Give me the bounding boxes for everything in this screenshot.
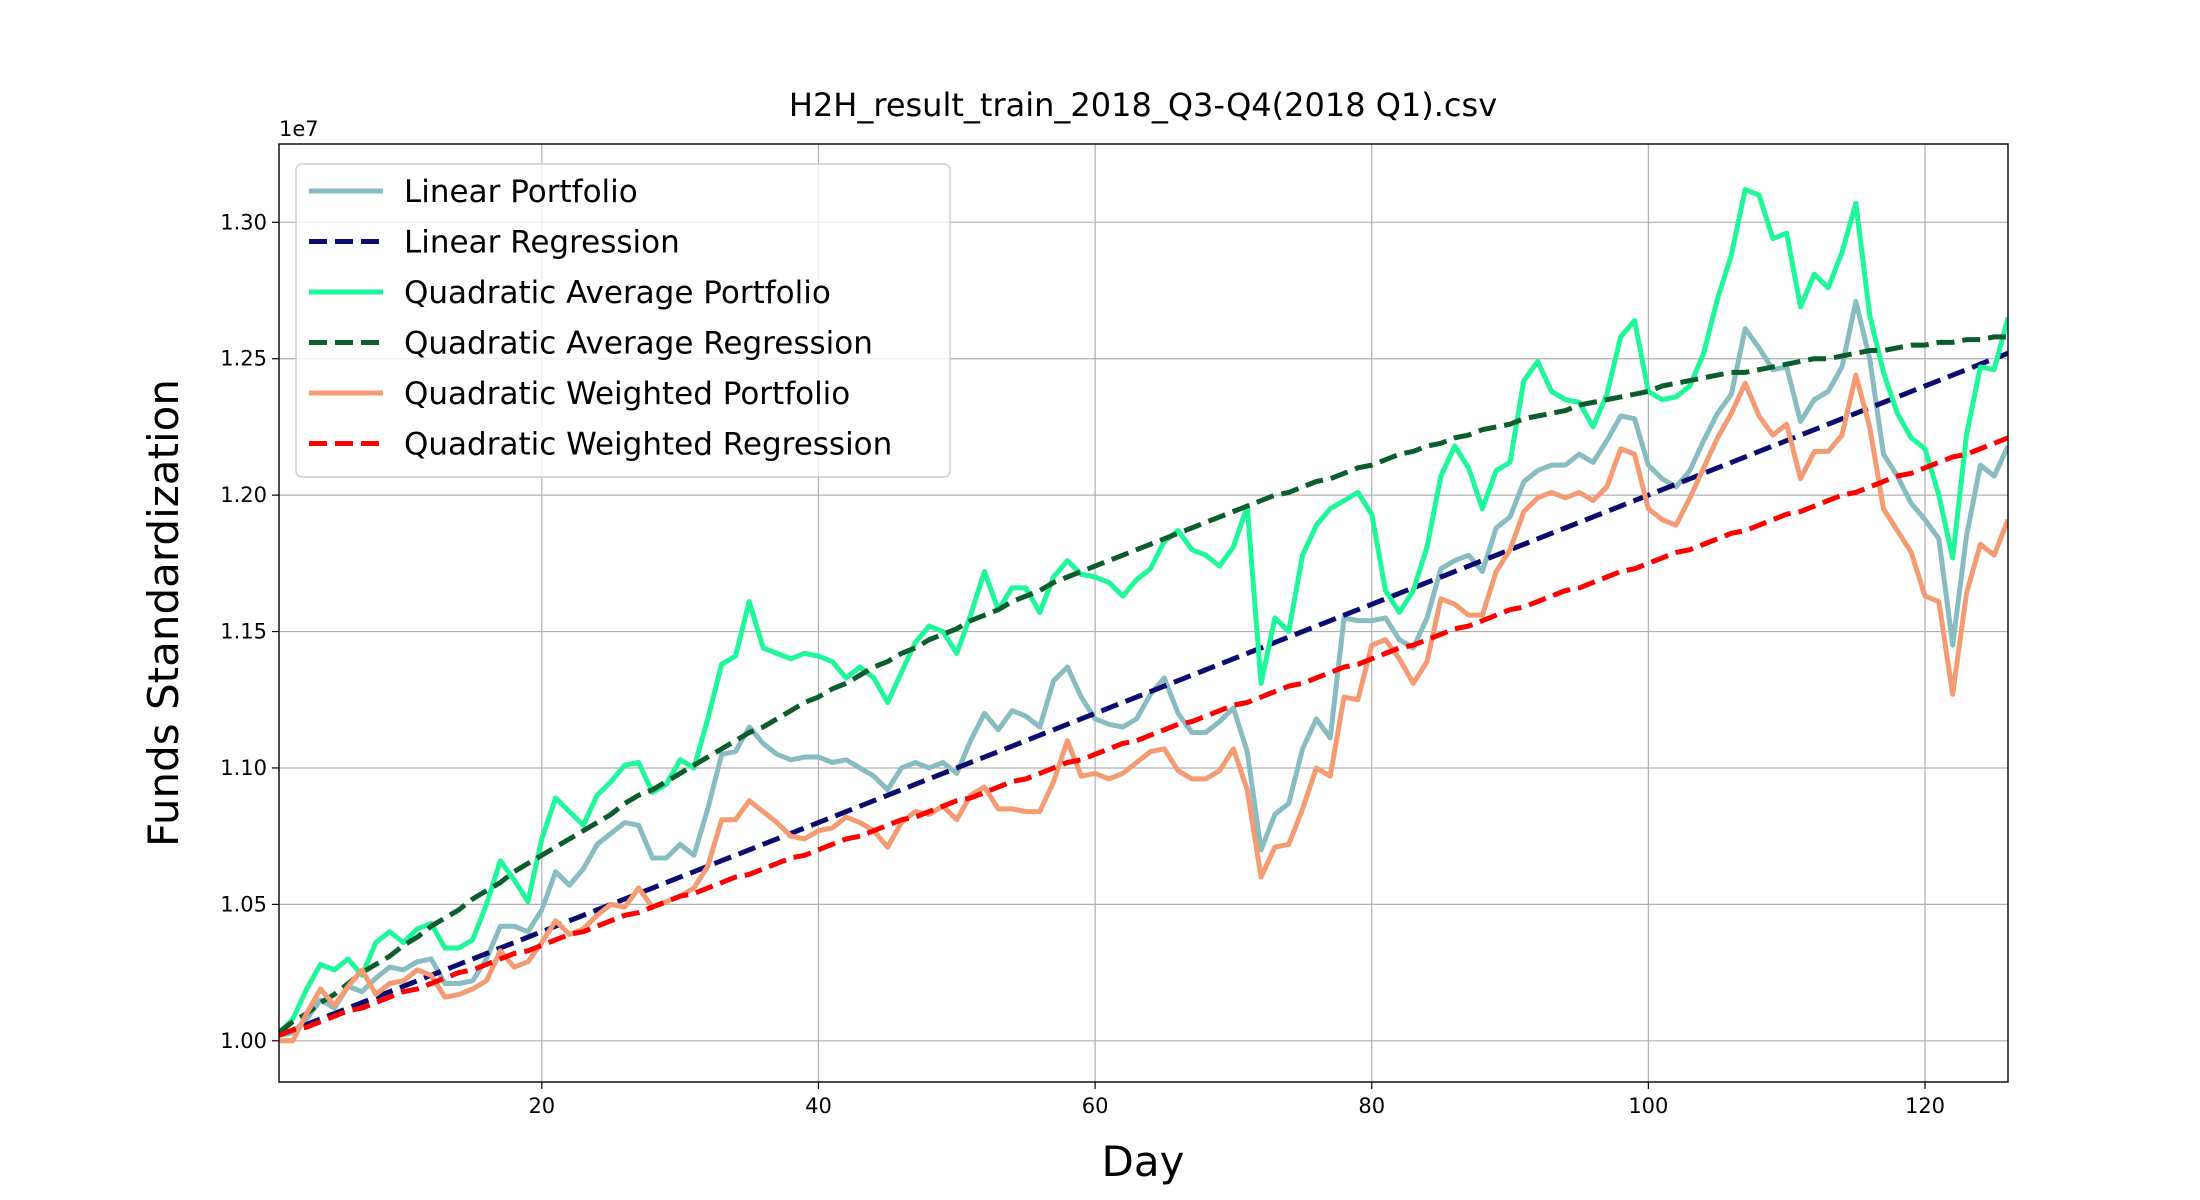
legend: Linear Portfolio Linear Regression Quadrat… (295, 163, 951, 478)
grid (279, 144, 2008, 1082)
x-tick-label: 20 (528, 1094, 555, 1118)
x-tick-label: 120 (1905, 1094, 1945, 1118)
legend-label: Linear Regression (404, 225, 680, 261)
legend-box (295, 163, 951, 478)
legend-label: Quadratic Weighted Portfolio (404, 376, 850, 412)
x-tick-label: 40 (805, 1094, 832, 1118)
x-axis-label: Day (1102, 1137, 1185, 1186)
y-tick-label: 1.00 (220, 1029, 267, 1053)
legend-label: Quadratic Average Regression (404, 326, 873, 362)
legend-label: Quadratic Weighted Regression (404, 427, 892, 463)
y-tick-label: 1.05 (220, 892, 267, 916)
x-tick-label: 80 (1358, 1094, 1385, 1118)
plot-frame (278, 143, 2009, 1083)
series-line (279, 350, 2008, 1038)
y-tick-label: 1.15 (220, 620, 267, 644)
series-line (279, 298, 2008, 1038)
plot-lines (279, 187, 2008, 1044)
y-tick-label: 1.30 (220, 210, 267, 234)
legend-label: Linear Portfolio (404, 174, 638, 210)
series-line (279, 334, 2008, 1035)
series-line (279, 187, 2008, 1035)
legend-label: Quadratic Average Portfolio (404, 275, 831, 311)
y-tick-label: 1.10 (220, 756, 267, 780)
series-line (279, 372, 2008, 1044)
y-offset-label: 1e7 (279, 117, 319, 141)
x-tick-label: 60 (1082, 1094, 1109, 1118)
y-tick-label: 1.20 (220, 483, 267, 507)
y-axis-label: Funds Standardization (139, 379, 188, 847)
chart-title: H2H_result_train_2018_Q3-Q4(2018 Q1).csv (789, 86, 1497, 124)
y-tick-label: 1.25 (220, 347, 267, 371)
series-line (279, 435, 2008, 1038)
x-tick-label: 100 (1628, 1094, 1668, 1118)
